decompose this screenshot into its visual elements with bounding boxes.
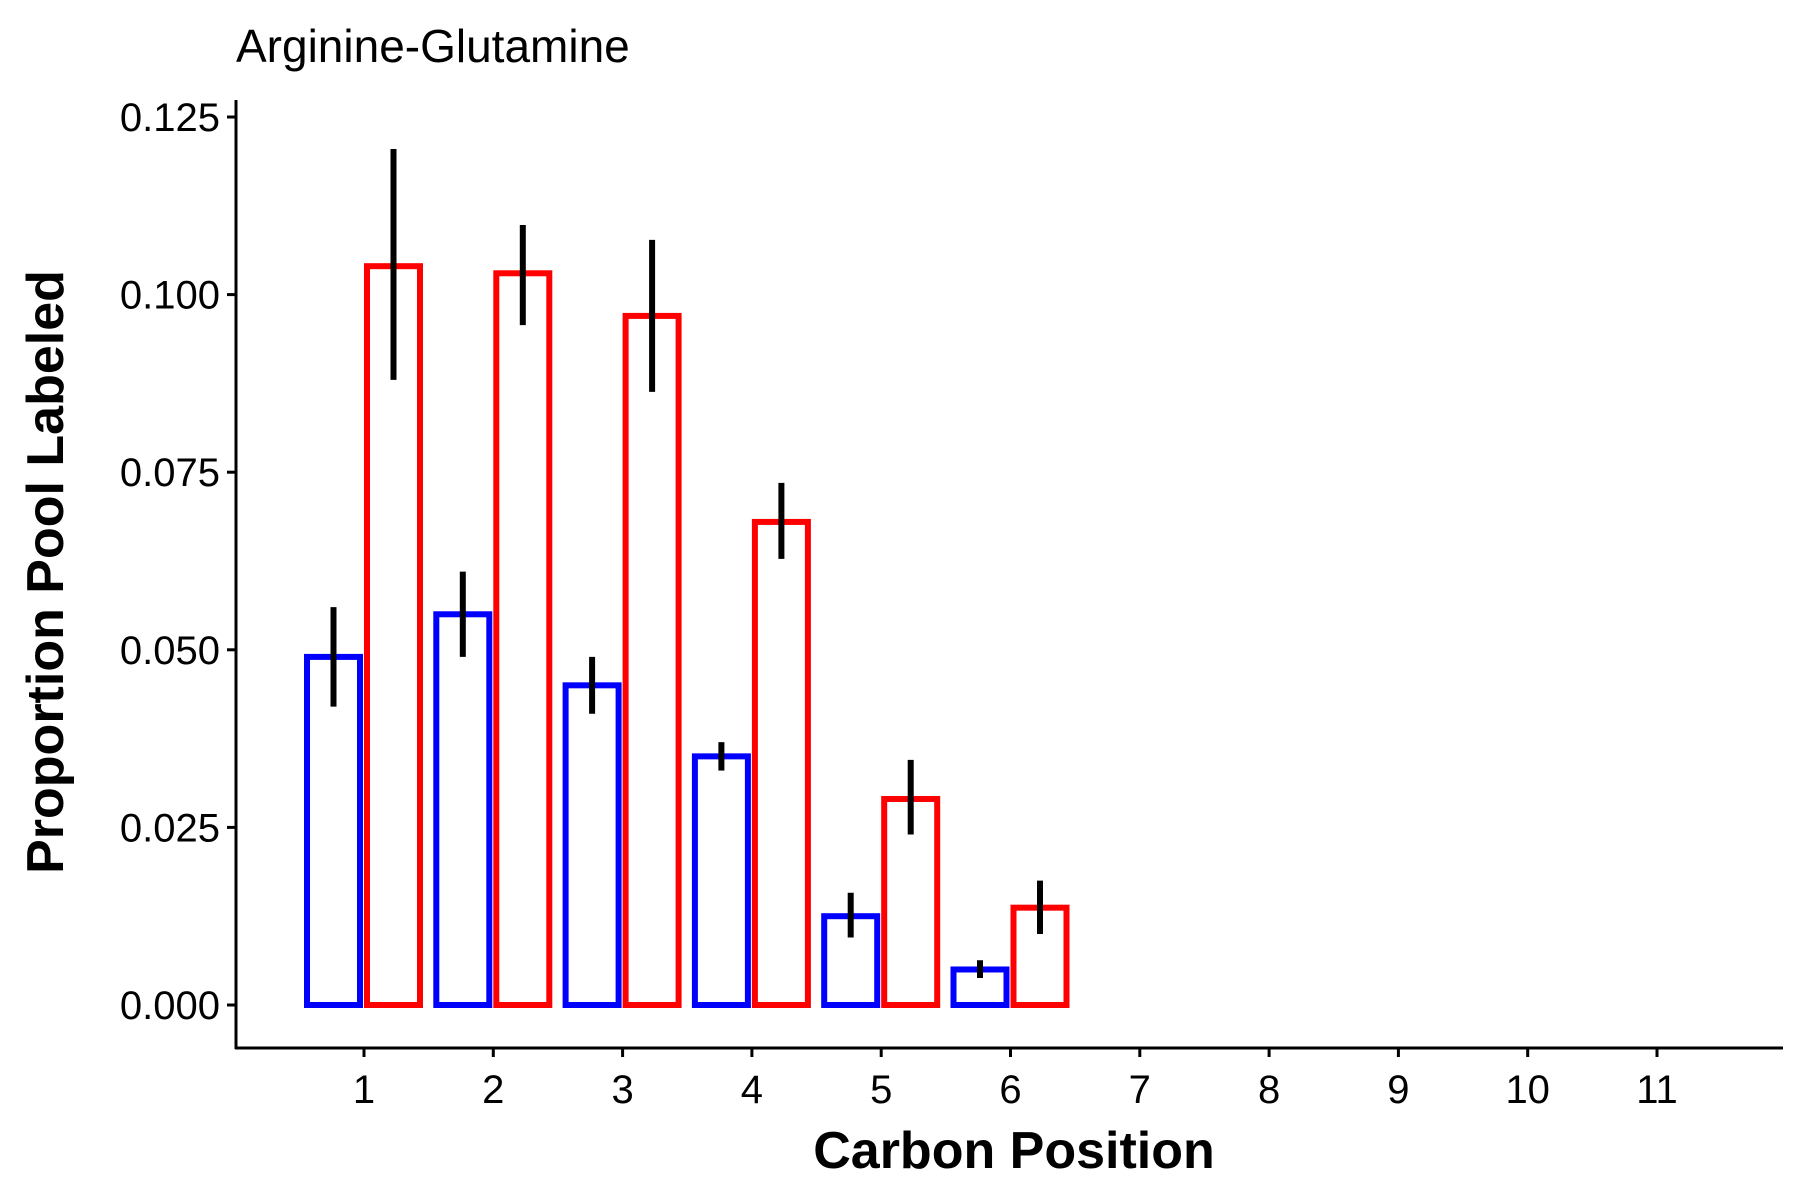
- x-tick-label-8: 8: [1258, 1068, 1280, 1112]
- bar-s1-3: [562, 682, 622, 1008]
- bar-s2-3: [622, 312, 682, 1008]
- x-tick-label-1: 1: [353, 1068, 375, 1112]
- y-tick-label-4: 0.100: [120, 274, 220, 318]
- x-tick-label-10: 10: [1505, 1068, 1550, 1112]
- x-tick-label-5: 5: [870, 1068, 892, 1112]
- x-tick-label-3: 3: [611, 1068, 633, 1112]
- y-axis-label: Proportion Pool Labeled: [17, 270, 75, 874]
- x-tick-label-4: 4: [741, 1068, 763, 1112]
- chart-title: Arginine-Glutamine: [236, 20, 630, 72]
- x-axis-label: Carbon Position: [813, 1122, 1215, 1180]
- x-tick-label-11: 11: [1636, 1068, 1678, 1112]
- y-tick-label-2: 0.050: [120, 629, 220, 673]
- axes-layer: [234, 100, 1783, 1050]
- bars-layer: [304, 263, 1070, 1009]
- x-tick-label-2: 2: [482, 1068, 504, 1112]
- y-ticks-layer: 0.000 0.025 0.050 0.075 0.100 0.125: [120, 96, 236, 1028]
- bar-s1-2: [433, 611, 493, 1009]
- bar-s1-4: [691, 753, 751, 1008]
- x-tick-label-9: 9: [1387, 1068, 1409, 1112]
- y-tick-label-5: 0.125: [120, 96, 220, 140]
- y-tick-label-3: 0.075: [120, 451, 220, 495]
- y-tick-label-1: 0.025: [120, 806, 220, 850]
- error-bars-layer: [330, 148, 1043, 979]
- x-ticks-layer: 1 2 3 4 5 6 7 8 9 10 11: [353, 1048, 1678, 1112]
- y-tick-label-0: 0.000: [120, 984, 220, 1028]
- x-tick-label-7: 7: [1129, 1068, 1151, 1112]
- bar-s1-1: [304, 653, 363, 1008]
- x-tick-label-6: 6: [999, 1068, 1021, 1112]
- bar-s2-4: [751, 518, 811, 1008]
- bar-s2-2: [493, 270, 553, 1008]
